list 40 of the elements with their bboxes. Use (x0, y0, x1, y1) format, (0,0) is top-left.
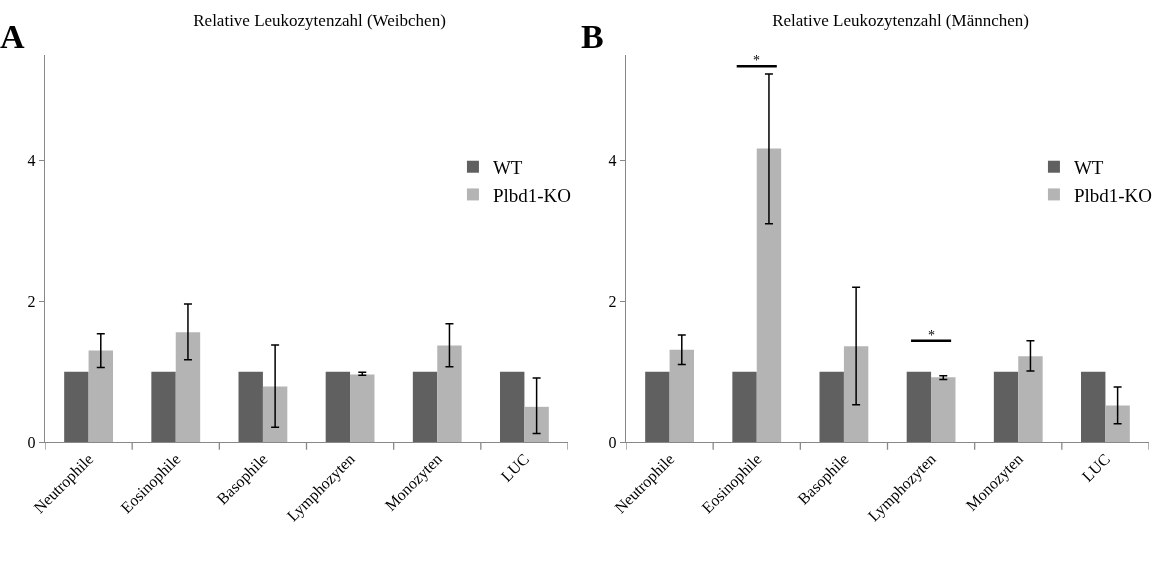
bar (500, 371, 525, 442)
bar (524, 406, 549, 442)
y-tick-label: 2 (27, 292, 36, 310)
bar (437, 345, 462, 442)
bar (88, 350, 113, 442)
y-tick-label: 0 (608, 433, 617, 451)
bar (906, 371, 932, 442)
bar (350, 374, 375, 442)
bar (151, 371, 176, 442)
legend-label: WT (492, 157, 523, 179)
y-tick-label: 4 (27, 152, 36, 170)
chart-title: Relative Leukozytenzahl (Weibchen) (193, 11, 446, 30)
bar (931, 377, 956, 442)
text: B (581, 18, 604, 55)
text: A (0, 18, 25, 55)
legend-label: Plbd1-KO (492, 184, 572, 206)
chart-title: Relative Leukozytenzahl (Männchen) (772, 11, 1029, 30)
bar (645, 371, 670, 442)
annotation: * (753, 53, 760, 68)
y-tick-label: 0 (27, 433, 36, 451)
legend-label: Plbd1-KO (1073, 184, 1153, 206)
bar (819, 371, 844, 442)
bar (412, 371, 438, 442)
bar (756, 148, 782, 442)
bar (262, 386, 288, 442)
bar (238, 371, 263, 442)
annotation: * (928, 328, 935, 343)
bar (1018, 356, 1043, 442)
bar (175, 332, 201, 442)
bar (843, 346, 869, 442)
bar (993, 371, 1019, 442)
bar (1105, 405, 1130, 442)
bar (325, 371, 351, 442)
bar (64, 371, 89, 442)
y-tick-label: 2 (608, 292, 617, 310)
bar (732, 371, 757, 442)
legend-label: WT (1073, 157, 1104, 179)
bar (1081, 371, 1106, 442)
bar (669, 349, 694, 442)
y-tick-label: 4 (608, 152, 617, 170)
